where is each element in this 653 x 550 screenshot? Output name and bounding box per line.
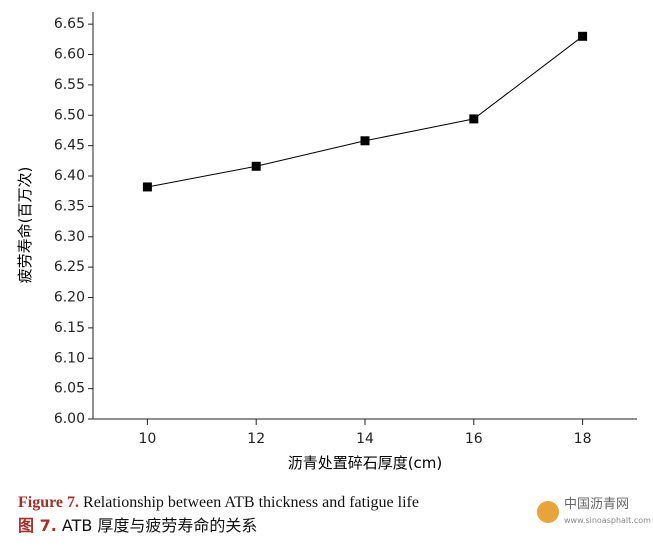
marker bbox=[360, 136, 370, 146]
x-axis-label: 沥青处置碎石厚度(cm) bbox=[288, 454, 443, 472]
y-tick-label: 6.00 bbox=[54, 411, 85, 427]
caption-zh: 图 7. ATB 厚度与疲劳寿命的关系 bbox=[18, 516, 257, 535]
y-tick-label: 6.05 bbox=[54, 381, 85, 397]
caption-en-text: Relationship between ATB thickness and f… bbox=[83, 494, 419, 511]
marker bbox=[142, 182, 152, 192]
y-tick-label: 6.45 bbox=[54, 138, 85, 154]
x-tick-label: 12 bbox=[247, 431, 265, 447]
y-axis-label: 疲劳寿命(百万次) bbox=[16, 167, 34, 284]
y-tick-label: 6.10 bbox=[54, 350, 85, 366]
watermark-url: www.sinoasphalt.com bbox=[564, 516, 651, 525]
y-tick-label: 6.20 bbox=[54, 290, 85, 306]
marker bbox=[578, 31, 588, 41]
marker bbox=[469, 114, 479, 124]
x-tick-label: 14 bbox=[356, 431, 374, 447]
caption-en: Figure 7. Relationship between ATB thick… bbox=[18, 494, 419, 511]
y-tick-label: 6.50 bbox=[54, 107, 85, 123]
y-tick-label: 6.55 bbox=[54, 77, 85, 93]
y-tick-label: 6.65 bbox=[54, 16, 85, 32]
x-tick-label: 10 bbox=[138, 431, 156, 447]
y-tick-label: 6.35 bbox=[54, 198, 85, 214]
caption-zh-label: 图 7. bbox=[18, 516, 57, 535]
caption-en-label: Figure 7. bbox=[18, 494, 79, 511]
line bbox=[147, 35, 583, 188]
marker bbox=[251, 161, 261, 171]
watermark-name: 中国沥青网 bbox=[564, 497, 629, 512]
x-tick-label: 16 bbox=[465, 431, 483, 447]
x-tick-label: 18 bbox=[574, 431, 592, 447]
caption-zh-text: ATB 厚度与疲劳寿命的关系 bbox=[62, 516, 258, 535]
watermark-logo bbox=[537, 501, 559, 523]
y-tick-label: 6.30 bbox=[54, 229, 85, 245]
y-tick-label: 6.25 bbox=[54, 259, 85, 275]
y-tick-label: 6.40 bbox=[54, 168, 85, 184]
y-tick-label: 6.60 bbox=[54, 47, 85, 63]
y-tick-label: 6.15 bbox=[54, 320, 85, 336]
